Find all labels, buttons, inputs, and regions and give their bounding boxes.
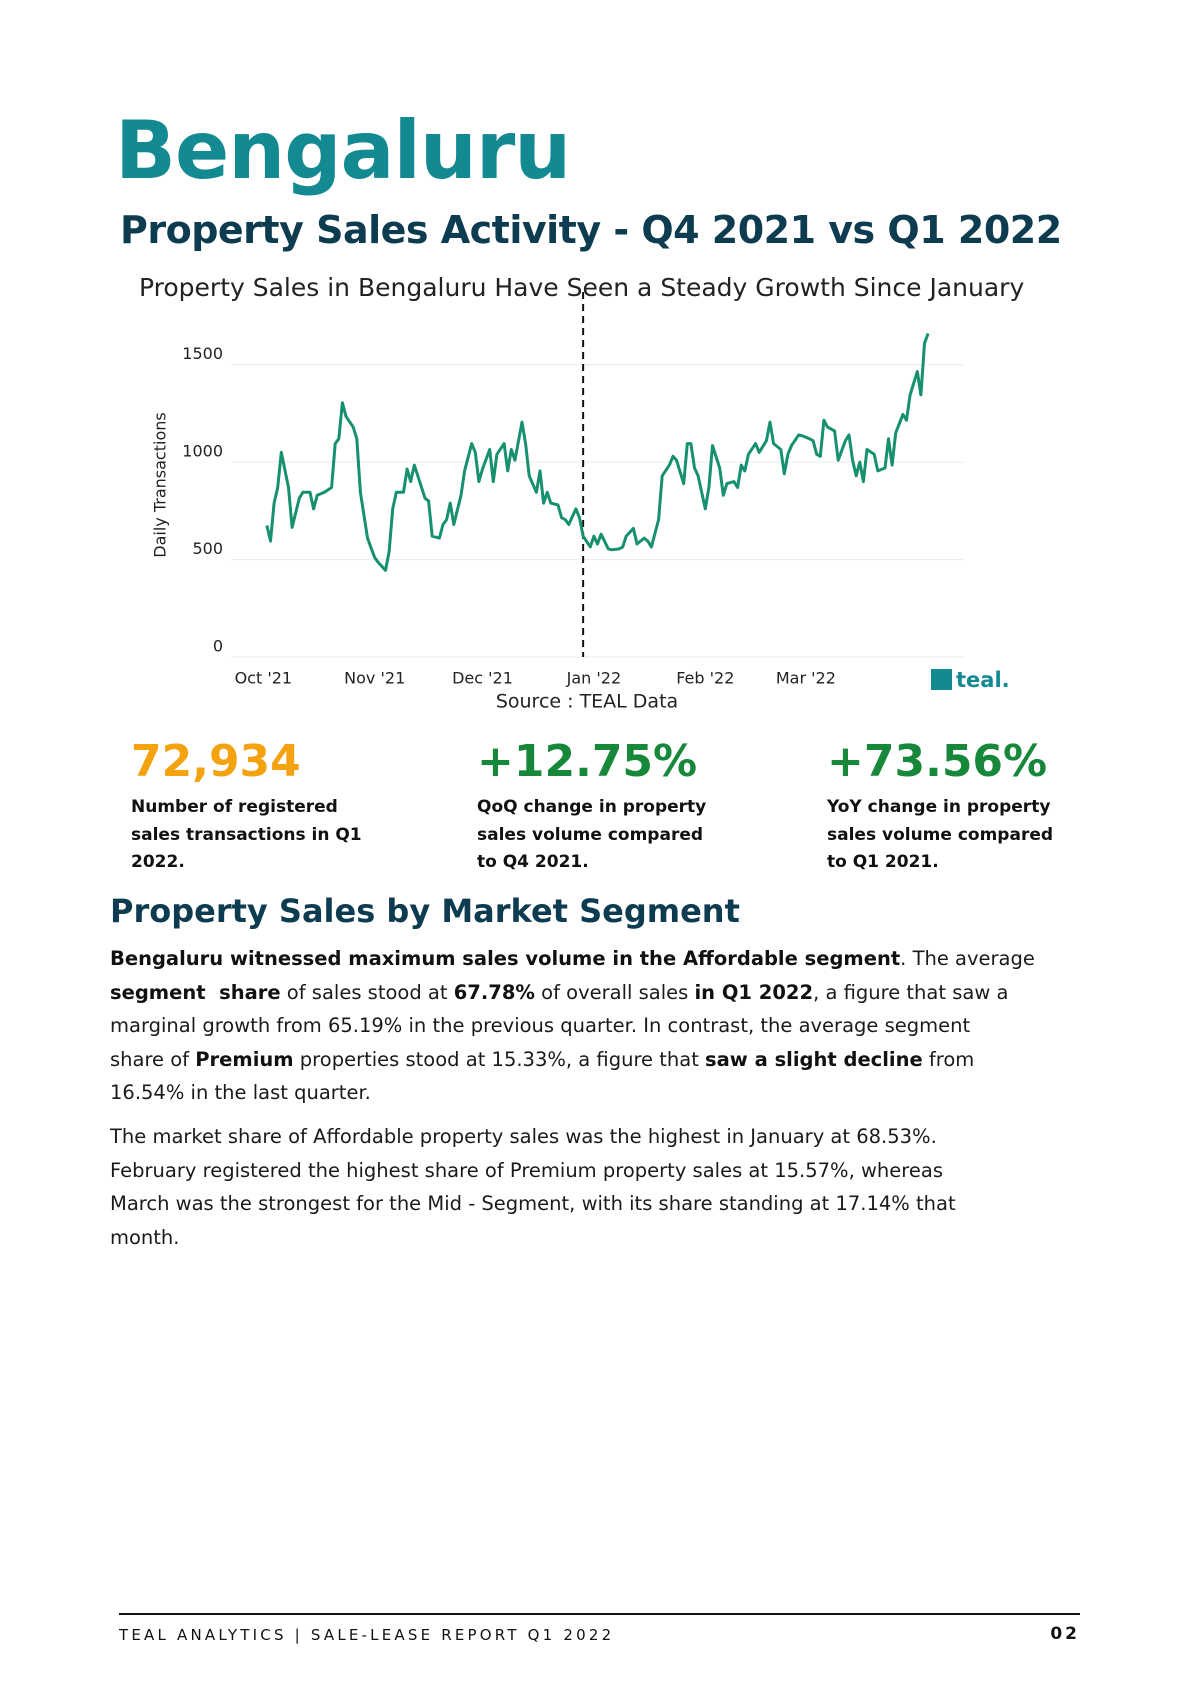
text-line: The market share of Affordable property …	[110, 1120, 956, 1154]
logo-text: teal.	[956, 668, 1010, 692]
text-line: 16.54% in the last quarter.	[110, 1076, 1035, 1110]
text: marginal growth from 65.19% in the previ…	[110, 1014, 971, 1037]
stat-line: sales volume compared	[477, 824, 704, 845]
y-axis-label: Daily Transactions	[151, 412, 170, 557]
stat-line: sales volume compared	[827, 824, 1054, 845]
stat-line: to Q4 2021.	[477, 852, 589, 872]
page-subtitle: Property Sales Activity - Q4 2021 vs Q1 …	[120, 208, 1062, 252]
paragraph: The market share of Affordable property …	[110, 1120, 956, 1254]
paragraph: Bengaluru witnessed maximum sales volume…	[110, 942, 1035, 1110]
text: of overall sales	[534, 980, 695, 1004]
stat-line: Number of registered	[131, 797, 338, 817]
x-tick-label: Feb '22	[676, 669, 734, 688]
text: month.	[110, 1225, 180, 1249]
text: , a figure that saw a	[813, 980, 1009, 1004]
x-tick-label: Dec '21	[452, 669, 513, 688]
text-line: March was the strongest for the Mid - Se…	[110, 1187, 956, 1221]
text-line: February registered the highest share of…	[110, 1154, 956, 1188]
text: February registered the highest share of…	[110, 1158, 943, 1182]
y-tick-label: 0	[213, 637, 223, 656]
stat-value: 72,934	[131, 736, 301, 787]
text-line: Bengaluru witnessed maximum sales volume…	[110, 942, 1035, 976]
text-line: marginal growth from 65.19% in the previ…	[110, 1009, 1035, 1043]
text: properties stood at 15.33%, a figure tha…	[293, 1047, 706, 1071]
x-tick-label: Jan '22	[566, 669, 622, 688]
stat-description: QoQ change in property sales volume compa…	[477, 794, 706, 877]
page-number: 02	[1050, 1624, 1080, 1644]
stat-value: +73.56%	[827, 736, 1048, 787]
source-note: Source : TEAL Data	[496, 691, 678, 713]
text: March was the strongest for the Mid - Se…	[110, 1192, 956, 1215]
bold-text: saw a slight decline	[705, 1047, 923, 1071]
text: . The average	[900, 947, 1035, 970]
stat-line: QoQ change in property	[477, 797, 707, 817]
stat-value: +12.75%	[477, 736, 698, 787]
section-title: Property Sales by Market Segment	[110, 892, 740, 930]
stat-line: YoY change in property	[827, 797, 1051, 817]
bold-text: Bengaluru witnessed maximum sales volume…	[110, 947, 901, 970]
y-tick-label: 500	[192, 539, 223, 558]
bold-text: segment share	[110, 980, 281, 1004]
x-tick-label: Mar '22	[776, 669, 836, 688]
stat-description: Number of registered sales transactions i…	[131, 794, 362, 877]
chart-title: Property Sales in Bengaluru Have Seen a …	[139, 273, 1024, 302]
bold-text: in Q1 2022	[694, 980, 814, 1004]
text: share of	[110, 1047, 196, 1071]
logo-mark	[931, 669, 952, 690]
text: The market share of Affordable property …	[110, 1125, 937, 1148]
y-tick-label: 1000	[182, 442, 223, 461]
text: from	[922, 1047, 975, 1071]
text-line: segment share of sales stood at 67.78% o…	[110, 976, 1035, 1010]
sales-line	[265, 332, 930, 572]
footer-rule	[119, 1613, 1080, 1615]
bold-text: Premium	[195, 1047, 294, 1071]
page-title: Bengaluru	[115, 104, 571, 197]
stat-description: YoY change in property sales volume compa…	[827, 794, 1053, 877]
y-tick-label: 1500	[182, 344, 223, 363]
text-line: share of Premium properties stood at 15.…	[110, 1043, 1035, 1077]
stat-line: 2022.	[131, 852, 185, 872]
text-line: month.	[110, 1221, 956, 1255]
stat-line: sales transactions in Q1	[131, 824, 362, 845]
x-tick-label: Nov '21	[344, 669, 405, 688]
bold-text: 67.78%	[453, 980, 535, 1004]
chart: Property Sales in Bengaluru Have Seen a …	[139, 273, 1024, 713]
stat-line: to Q1 2021.	[827, 852, 939, 872]
footer-text: TEAL ANALYTICS | SALE-LEASE REPORT Q1 20…	[119, 1626, 615, 1644]
text: 16.54% in the last quarter.	[110, 1081, 371, 1104]
text: of sales stood at	[280, 980, 454, 1004]
x-tick-label: Oct '21	[235, 669, 293, 688]
